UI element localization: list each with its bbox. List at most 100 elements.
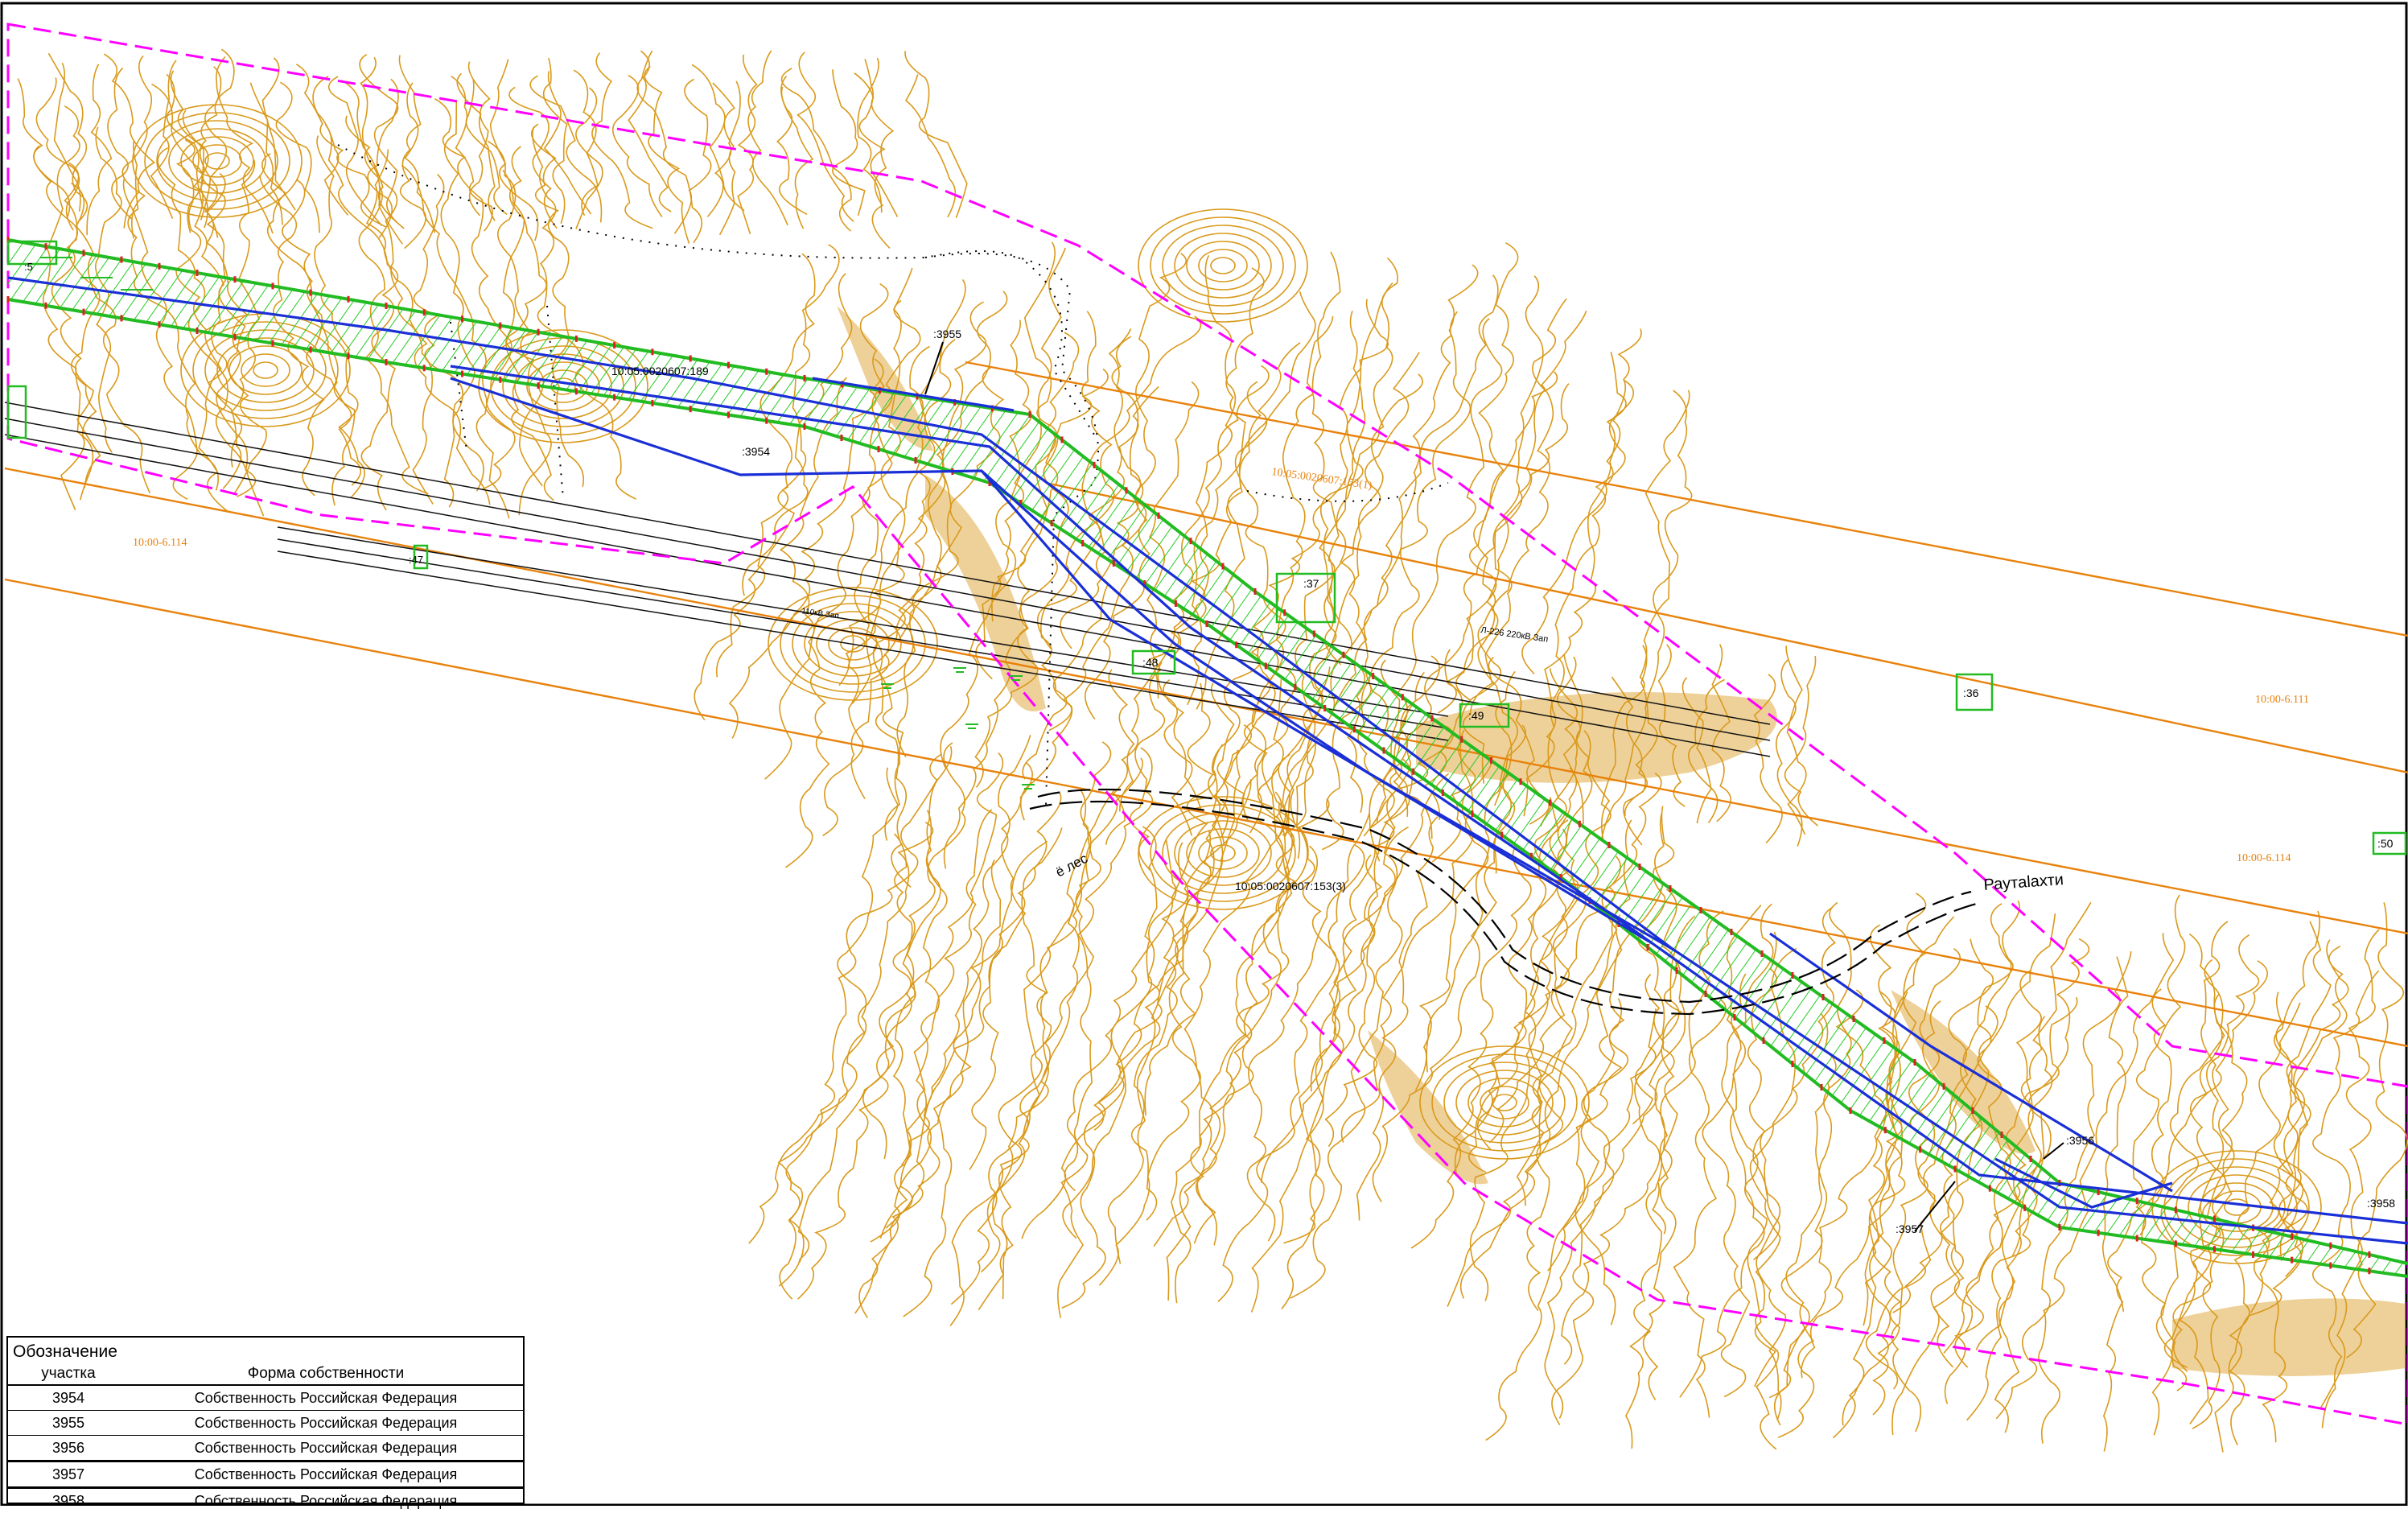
legend-row: 3958 Собственность Российская Федерация — [8, 1487, 523, 1513]
contour-loop — [204, 152, 230, 170]
contour-line — [748, 767, 899, 1244]
contour-line — [404, 82, 436, 233]
contour-lines — [17, 48, 2408, 1453]
contour-line — [1679, 973, 1765, 1398]
contour-line — [17, 78, 71, 218]
contour-line — [779, 822, 934, 1300]
contour-line — [275, 81, 320, 233]
label-parcel-3955: :3955 — [933, 328, 961, 340]
contour-line — [969, 792, 1062, 1171]
contour-line — [1105, 365, 1270, 845]
contour-line — [854, 72, 895, 249]
contour-line — [1246, 844, 1365, 1242]
zone-lines — [4, 361, 2408, 1048]
contour-loop — [768, 587, 938, 701]
label-parcel-3956: :3956 — [2066, 1134, 2094, 1147]
contour-line — [1544, 1008, 1657, 1419]
label-zone-114-right: 10:00-6.114 — [2237, 852, 2291, 864]
contour-line — [980, 789, 1116, 1273]
contour-loop — [840, 635, 866, 653]
contour-line — [780, 68, 852, 232]
contour-line — [1064, 744, 1224, 1192]
contour-line — [978, 741, 1112, 1311]
legend-cell-plot: 3957 — [51, 1466, 85, 1482]
contour-line — [1561, 915, 1696, 1365]
contour-loop — [1210, 257, 1236, 274]
contour-line — [1321, 264, 1479, 851]
contour-line — [1324, 756, 1409, 1148]
legend-row: 3955 Собственность Российская Федерация — [8, 1411, 523, 1436]
contour-line — [1711, 644, 1732, 822]
leader-lines — [924, 341, 2064, 1232]
legend-col-plot: участка — [41, 1365, 96, 1382]
contour-loop — [1138, 796, 1308, 910]
contour-loop — [1455, 1070, 1554, 1136]
contour-line — [1752, 906, 1836, 1421]
contour-line — [673, 78, 712, 234]
contour-loop — [1467, 1078, 1542, 1128]
contour-loop — [1480, 1086, 1529, 1119]
legend-cell-form: Собственность Российская Федерация — [194, 1466, 458, 1482]
contour-line — [543, 71, 592, 215]
contour-line — [1785, 645, 1807, 835]
contour-line — [1290, 725, 1454, 1299]
contour-line — [2319, 929, 2380, 1410]
contour-line — [1283, 773, 1449, 1244]
contour-line — [502, 146, 554, 501]
contour-line — [1775, 659, 1803, 847]
contour-line — [1196, 798, 1330, 1246]
contour-loop — [828, 627, 878, 661]
contour-line — [86, 64, 113, 236]
contour-loop — [1150, 804, 1296, 902]
label-parcel-5: :5 — [24, 261, 33, 273]
contour-line — [903, 859, 1002, 1317]
contour-loop — [1138, 208, 1308, 323]
contour-line — [628, 50, 672, 212]
contour-line — [796, 52, 854, 222]
contour-line — [1166, 791, 1296, 1301]
contour-line — [857, 57, 883, 213]
label-parcel-48: :48 — [1142, 656, 1159, 669]
contour-loop — [1174, 820, 1272, 886]
contour-line — [838, 339, 956, 686]
contour-line — [904, 51, 968, 218]
legend-row: 3956 Собственность Российская Федерация — [8, 1436, 523, 1461]
legend-col-form: Форма собственности — [247, 1365, 405, 1382]
legend-header: участка Форма собственности — [8, 1363, 523, 1386]
contour-line — [832, 69, 866, 216]
contour-line — [440, 100, 475, 508]
contour-line — [1469, 828, 1567, 1301]
contour-line — [870, 809, 993, 1243]
contour-line — [715, 244, 840, 678]
contour-line — [1310, 758, 1413, 1092]
contour-line — [691, 64, 745, 212]
label-parcel-153-3: 10:05:0020607:153(3) — [1235, 880, 1346, 893]
contour-line — [1021, 842, 1189, 1239]
contour-line — [1372, 772, 1516, 1202]
legend-cell-plot: 3958 — [51, 1492, 85, 1509]
contour-line — [778, 752, 1004, 1287]
label-powerline-1: Л-226 220кВ Зап — [1480, 625, 1549, 645]
contour-line — [1551, 958, 1686, 1426]
contour-line — [858, 840, 1048, 1318]
contour-line — [249, 82, 283, 225]
label-parcel-3957: :3957 — [1896, 1222, 1924, 1235]
legend-cell-form: Собственность Российская Федерация — [194, 1414, 458, 1431]
contour-loop — [1198, 249, 1248, 282]
contour-line — [1286, 352, 1420, 860]
contour-line — [64, 162, 101, 501]
contour-line — [1994, 1016, 2046, 1433]
contour-line — [532, 126, 637, 500]
contour-line — [340, 79, 405, 229]
label-settlement: Раутalахти — [1983, 871, 2064, 894]
contour-loop — [156, 120, 278, 202]
dotted-boundaries — [337, 144, 1449, 806]
contour-line — [636, 50, 703, 244]
contour-line — [1241, 679, 1289, 807]
corridor-strip — [8, 240, 2408, 1276]
contour-loop — [1198, 836, 1248, 870]
contour-line — [487, 140, 545, 487]
contour-line — [1130, 381, 1200, 872]
parcel-boxes — [6, 240, 2407, 855]
